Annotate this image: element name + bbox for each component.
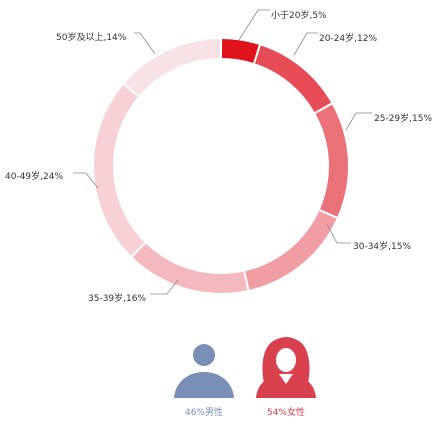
male-label: 46%男性 — [185, 406, 223, 418]
slice-label-5: 35-39岁,16% — [88, 292, 146, 304]
slice-3 — [315, 104, 349, 217]
slice-7 — [124, 39, 221, 96]
slice-label-6: 40-49岁,24% — [5, 170, 63, 182]
slice-label-7: 50岁及以上,14% — [56, 31, 127, 43]
leader-line-7 — [134, 32, 156, 55]
leader-line-6 — [73, 172, 99, 189]
leader-line-2 — [293, 32, 318, 56]
leader-line-1 — [238, 9, 270, 41]
leader-line-4 — [326, 223, 351, 244]
donut-slices — [94, 39, 349, 293]
leader-line-5 — [150, 279, 179, 295]
slice-1 — [221, 39, 259, 63]
slice-6 — [94, 85, 145, 256]
slice-2 — [254, 45, 332, 113]
slice-labels: 小于20岁,5% 20-24岁,12% 25-29岁,15% 30-34岁,15% 35… — [5, 9, 432, 304]
male-user-icon — [174, 344, 234, 398]
female-label: 54%女性 — [267, 406, 305, 418]
slice-label-2: 20-24岁,12% — [319, 32, 377, 44]
female-user-icon — [256, 337, 316, 398]
slice-4 — [245, 210, 337, 290]
slice-label-4: 30-34岁,15% — [353, 240, 411, 252]
slice-5 — [132, 243, 248, 293]
slice-label-1: 小于20岁,5% — [271, 9, 327, 21]
gender-section: 46%男性 54%女性 — [174, 337, 316, 418]
label-leader-lines — [73, 9, 372, 295]
leader-line-3 — [345, 112, 372, 131]
slice-label-3: 25-29岁,15% — [374, 112, 432, 124]
